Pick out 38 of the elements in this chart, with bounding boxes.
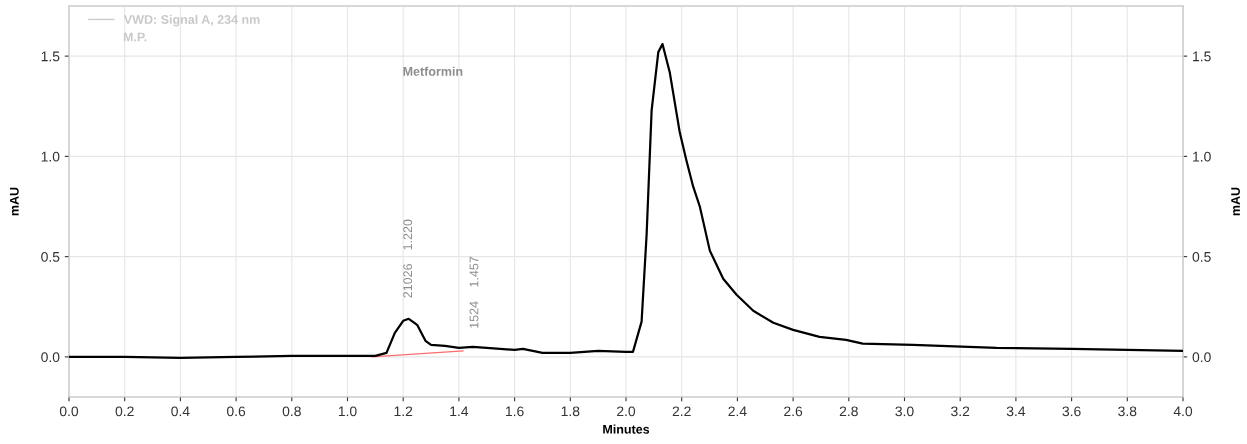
annotation: 1.220: [403, 219, 413, 250]
x-tick-label: 0.4: [171, 406, 190, 417]
x-tick-label: 3.2: [951, 406, 970, 417]
y-tick-label: 0.5: [41, 251, 60, 262]
x-tick-label: 1.0: [338, 406, 357, 417]
x-tick-label: 1.8: [561, 406, 580, 417]
x-tick-label: 3.0: [895, 406, 914, 417]
x-tick-label: 1.2: [394, 406, 413, 417]
annotation: 1.457: [469, 256, 479, 287]
y2-tick-label: 0.0: [1192, 352, 1211, 363]
annotation: Metformin: [403, 66, 463, 76]
y-tick-label: 1.0: [41, 151, 60, 162]
x-tick-label: 1.6: [506, 406, 524, 417]
x-tick-label: 0.6: [226, 406, 246, 417]
annotation: 1524: [469, 301, 479, 328]
y2-tick-label: 0.5: [1192, 251, 1211, 262]
line-series: [69, 42, 1183, 360]
x-tick-label: 2.0: [617, 406, 636, 417]
x-axis-title: Minutes: [603, 424, 650, 434]
y2-tick-label: 1.0: [1193, 151, 1211, 162]
y-tick-label: 0.0: [41, 352, 60, 363]
x-tick-label: 2.6: [784, 406, 803, 417]
y2-axis-title: mAU: [1231, 187, 1240, 216]
x-tick-label: 2.8: [839, 406, 858, 417]
annotation: 21026: [403, 264, 413, 298]
x-tick-label: 3.8: [1118, 406, 1137, 417]
x-tick-label: 4.0: [1173, 406, 1193, 417]
y-tick-label: 1.5: [41, 51, 60, 62]
x-tick-label: 0.2: [115, 406, 134, 417]
x-tick-label: 3.4: [1006, 406, 1026, 417]
x-tick-label: 1.4: [450, 406, 469, 417]
x-tick-label: 2.2: [672, 406, 691, 417]
x-tick-label: 0.0: [59, 406, 79, 417]
x-tick-label: 3.6: [1062, 406, 1081, 417]
x-tick-label: 0.8: [282, 406, 301, 417]
x-tick-label: 2.4: [728, 406, 747, 417]
y2-tick-label: 1.5: [1193, 51, 1211, 62]
y-axis-title: mAU: [10, 187, 19, 216]
